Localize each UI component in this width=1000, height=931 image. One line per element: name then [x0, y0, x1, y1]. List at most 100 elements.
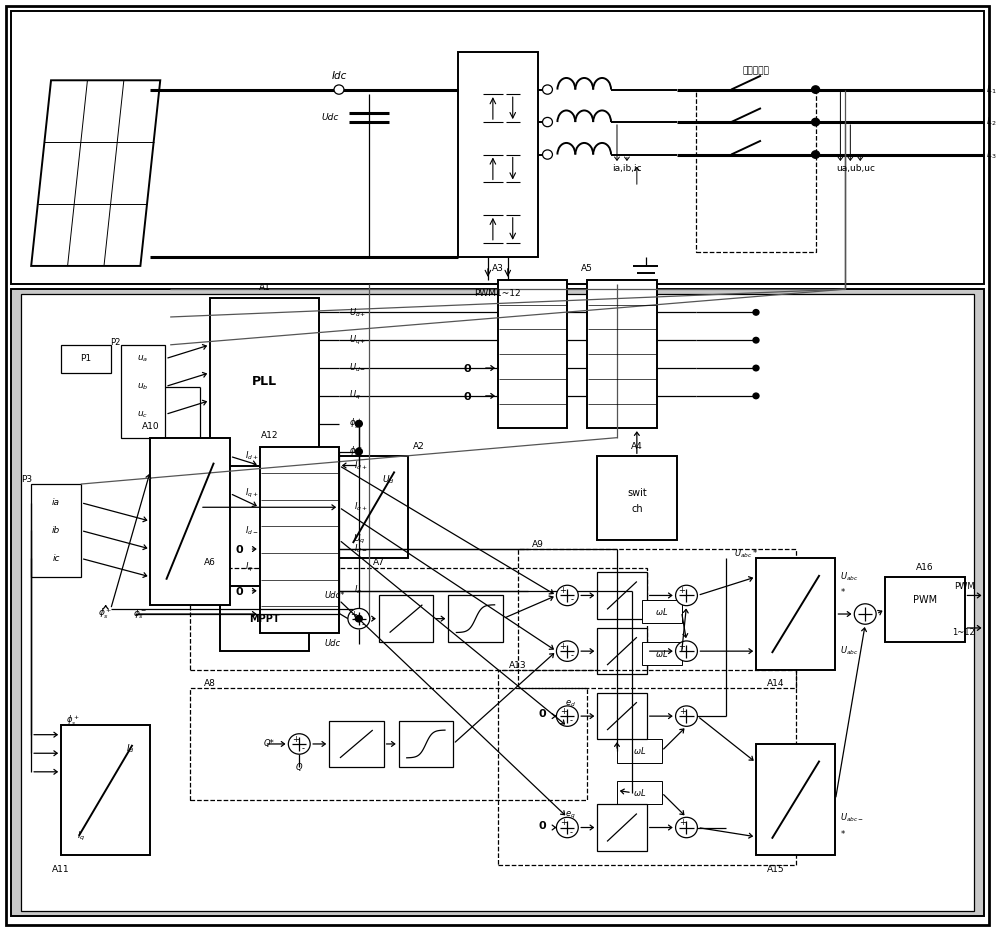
- Bar: [210, 299, 319, 466]
- Circle shape: [556, 641, 578, 661]
- Text: $u_b$: $u_b$: [137, 382, 148, 392]
- Text: $L_1$: $L_1$: [986, 83, 997, 96]
- Text: $\mathbf{0}$: $\mathbf{0}$: [235, 543, 244, 555]
- Text: +: +: [559, 587, 566, 595]
- Circle shape: [543, 150, 552, 159]
- Text: $I_{q+}$: $I_{q+}$: [245, 487, 258, 500]
- Text: PLL: PLL: [252, 375, 277, 388]
- Text: $L_2$: $L_2$: [986, 115, 997, 128]
- Bar: [11, 290, 984, 916]
- Text: Udc*: Udc*: [324, 591, 344, 600]
- Text: Q*: Q*: [264, 739, 274, 749]
- Bar: [150, 438, 230, 605]
- Text: +: +: [678, 642, 685, 651]
- Text: $\phi_s^+$: $\phi_s^+$: [98, 607, 113, 621]
- Text: $L_3$: $L_3$: [986, 148, 997, 161]
- Text: $\mathbf{0}$: $\mathbf{0}$: [538, 708, 547, 720]
- Circle shape: [556, 706, 578, 726]
- Circle shape: [556, 586, 578, 606]
- Bar: [190, 568, 647, 669]
- Circle shape: [812, 151, 820, 158]
- Text: $U_{d-}$: $U_{d-}$: [349, 362, 366, 374]
- Text: $\omega L$: $\omega L$: [655, 648, 668, 659]
- Bar: [329, 721, 384, 767]
- Text: P1: P1: [80, 355, 91, 363]
- Bar: [458, 52, 538, 257]
- Text: ib: ib: [52, 526, 60, 535]
- Bar: [597, 693, 647, 739]
- Circle shape: [543, 117, 552, 127]
- Text: $\mathbf{0}$: $\mathbf{0}$: [463, 362, 473, 374]
- Text: $\mathbf{0}$: $\mathbf{0}$: [463, 390, 473, 402]
- Bar: [498, 669, 796, 865]
- Circle shape: [676, 586, 697, 606]
- Text: A5: A5: [581, 264, 593, 273]
- Text: A1: A1: [259, 283, 270, 291]
- Text: ch: ch: [631, 504, 643, 514]
- Bar: [61, 344, 111, 372]
- Circle shape: [812, 86, 820, 93]
- Text: +: +: [350, 611, 357, 619]
- Bar: [121, 344, 165, 438]
- Text: $\omega L$: $\omega L$: [633, 746, 646, 756]
- Bar: [11, 10, 984, 285]
- Text: A3: A3: [492, 264, 504, 273]
- Text: $\phi_s^+$: $\phi_s^+$: [349, 417, 363, 431]
- Text: -: -: [570, 828, 573, 837]
- Text: $U_{d+}$: $U_{d+}$: [349, 306, 366, 318]
- Text: +: +: [679, 707, 686, 716]
- Bar: [756, 559, 835, 669]
- Circle shape: [676, 817, 697, 838]
- Text: $\mathbf{0}$: $\mathbf{0}$: [235, 585, 244, 597]
- Text: $U_{abc-}$: $U_{abc-}$: [840, 812, 865, 825]
- Polygon shape: [31, 80, 160, 266]
- Circle shape: [288, 734, 310, 754]
- Text: $I_{d-}$: $I_{d-}$: [245, 524, 258, 537]
- Bar: [31, 484, 81, 577]
- Text: PWM: PWM: [954, 582, 974, 590]
- Text: $\phi_s^-$: $\phi_s^-$: [349, 445, 363, 458]
- Circle shape: [753, 393, 759, 398]
- Text: -: -: [571, 596, 574, 604]
- Bar: [617, 781, 662, 804]
- Bar: [597, 573, 647, 619]
- Bar: [642, 641, 682, 665]
- Bar: [696, 89, 816, 252]
- Text: Udc: Udc: [324, 640, 340, 648]
- Text: $u_a$: $u_a$: [137, 354, 148, 364]
- Text: 1~12: 1~12: [952, 628, 974, 637]
- Text: $e_q$: $e_q$: [565, 810, 576, 821]
- Bar: [642, 600, 682, 623]
- Text: P3: P3: [21, 475, 32, 484]
- Text: A10: A10: [142, 422, 159, 431]
- Text: $u_c$: $u_c$: [137, 410, 148, 420]
- Text: $U_d$: $U_d$: [382, 473, 395, 486]
- Text: $I_{d+}$: $I_{d+}$: [354, 459, 368, 472]
- Bar: [617, 739, 662, 762]
- Text: -: -: [302, 744, 305, 753]
- Text: PWM1~12: PWM1~12: [475, 290, 521, 298]
- Text: $I_{q-}$: $I_{q-}$: [354, 585, 368, 598]
- Text: A6: A6: [204, 559, 216, 568]
- Bar: [885, 577, 965, 641]
- Text: $I_{d+}$: $I_{d+}$: [245, 450, 258, 463]
- Text: $I_q$: $I_q$: [77, 830, 85, 843]
- Text: A8: A8: [204, 679, 216, 688]
- Circle shape: [812, 118, 820, 126]
- Text: +: +: [292, 735, 299, 744]
- Bar: [220, 587, 309, 651]
- Text: +: +: [560, 818, 567, 828]
- Text: $I_{d-}$: $I_{d-}$: [354, 543, 368, 555]
- Text: -: -: [361, 620, 364, 628]
- Text: PWM: PWM: [913, 595, 937, 605]
- Text: A14: A14: [767, 679, 785, 688]
- Text: 交流接触器: 交流接触器: [743, 66, 769, 75]
- Text: Idc: Idc: [331, 71, 347, 81]
- Text: $I_d$: $I_d$: [126, 742, 135, 755]
- Text: $U_{abc}$: $U_{abc}$: [840, 571, 859, 583]
- Text: Udc: Udc: [322, 113, 339, 122]
- Circle shape: [854, 604, 876, 624]
- Text: $\phi_s^-$: $\phi_s^-$: [133, 607, 148, 621]
- Text: A15: A15: [767, 865, 785, 874]
- Text: ia: ia: [52, 498, 60, 507]
